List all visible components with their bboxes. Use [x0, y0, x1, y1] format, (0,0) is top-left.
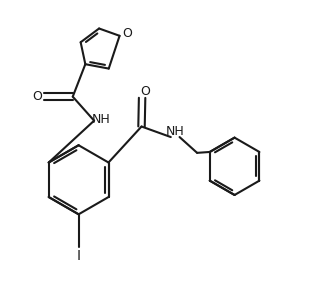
Text: O: O	[141, 85, 151, 98]
Text: NH: NH	[166, 125, 184, 138]
Text: I: I	[76, 249, 81, 263]
Text: O: O	[122, 27, 132, 40]
Text: O: O	[32, 90, 42, 103]
Text: NH: NH	[92, 113, 111, 126]
